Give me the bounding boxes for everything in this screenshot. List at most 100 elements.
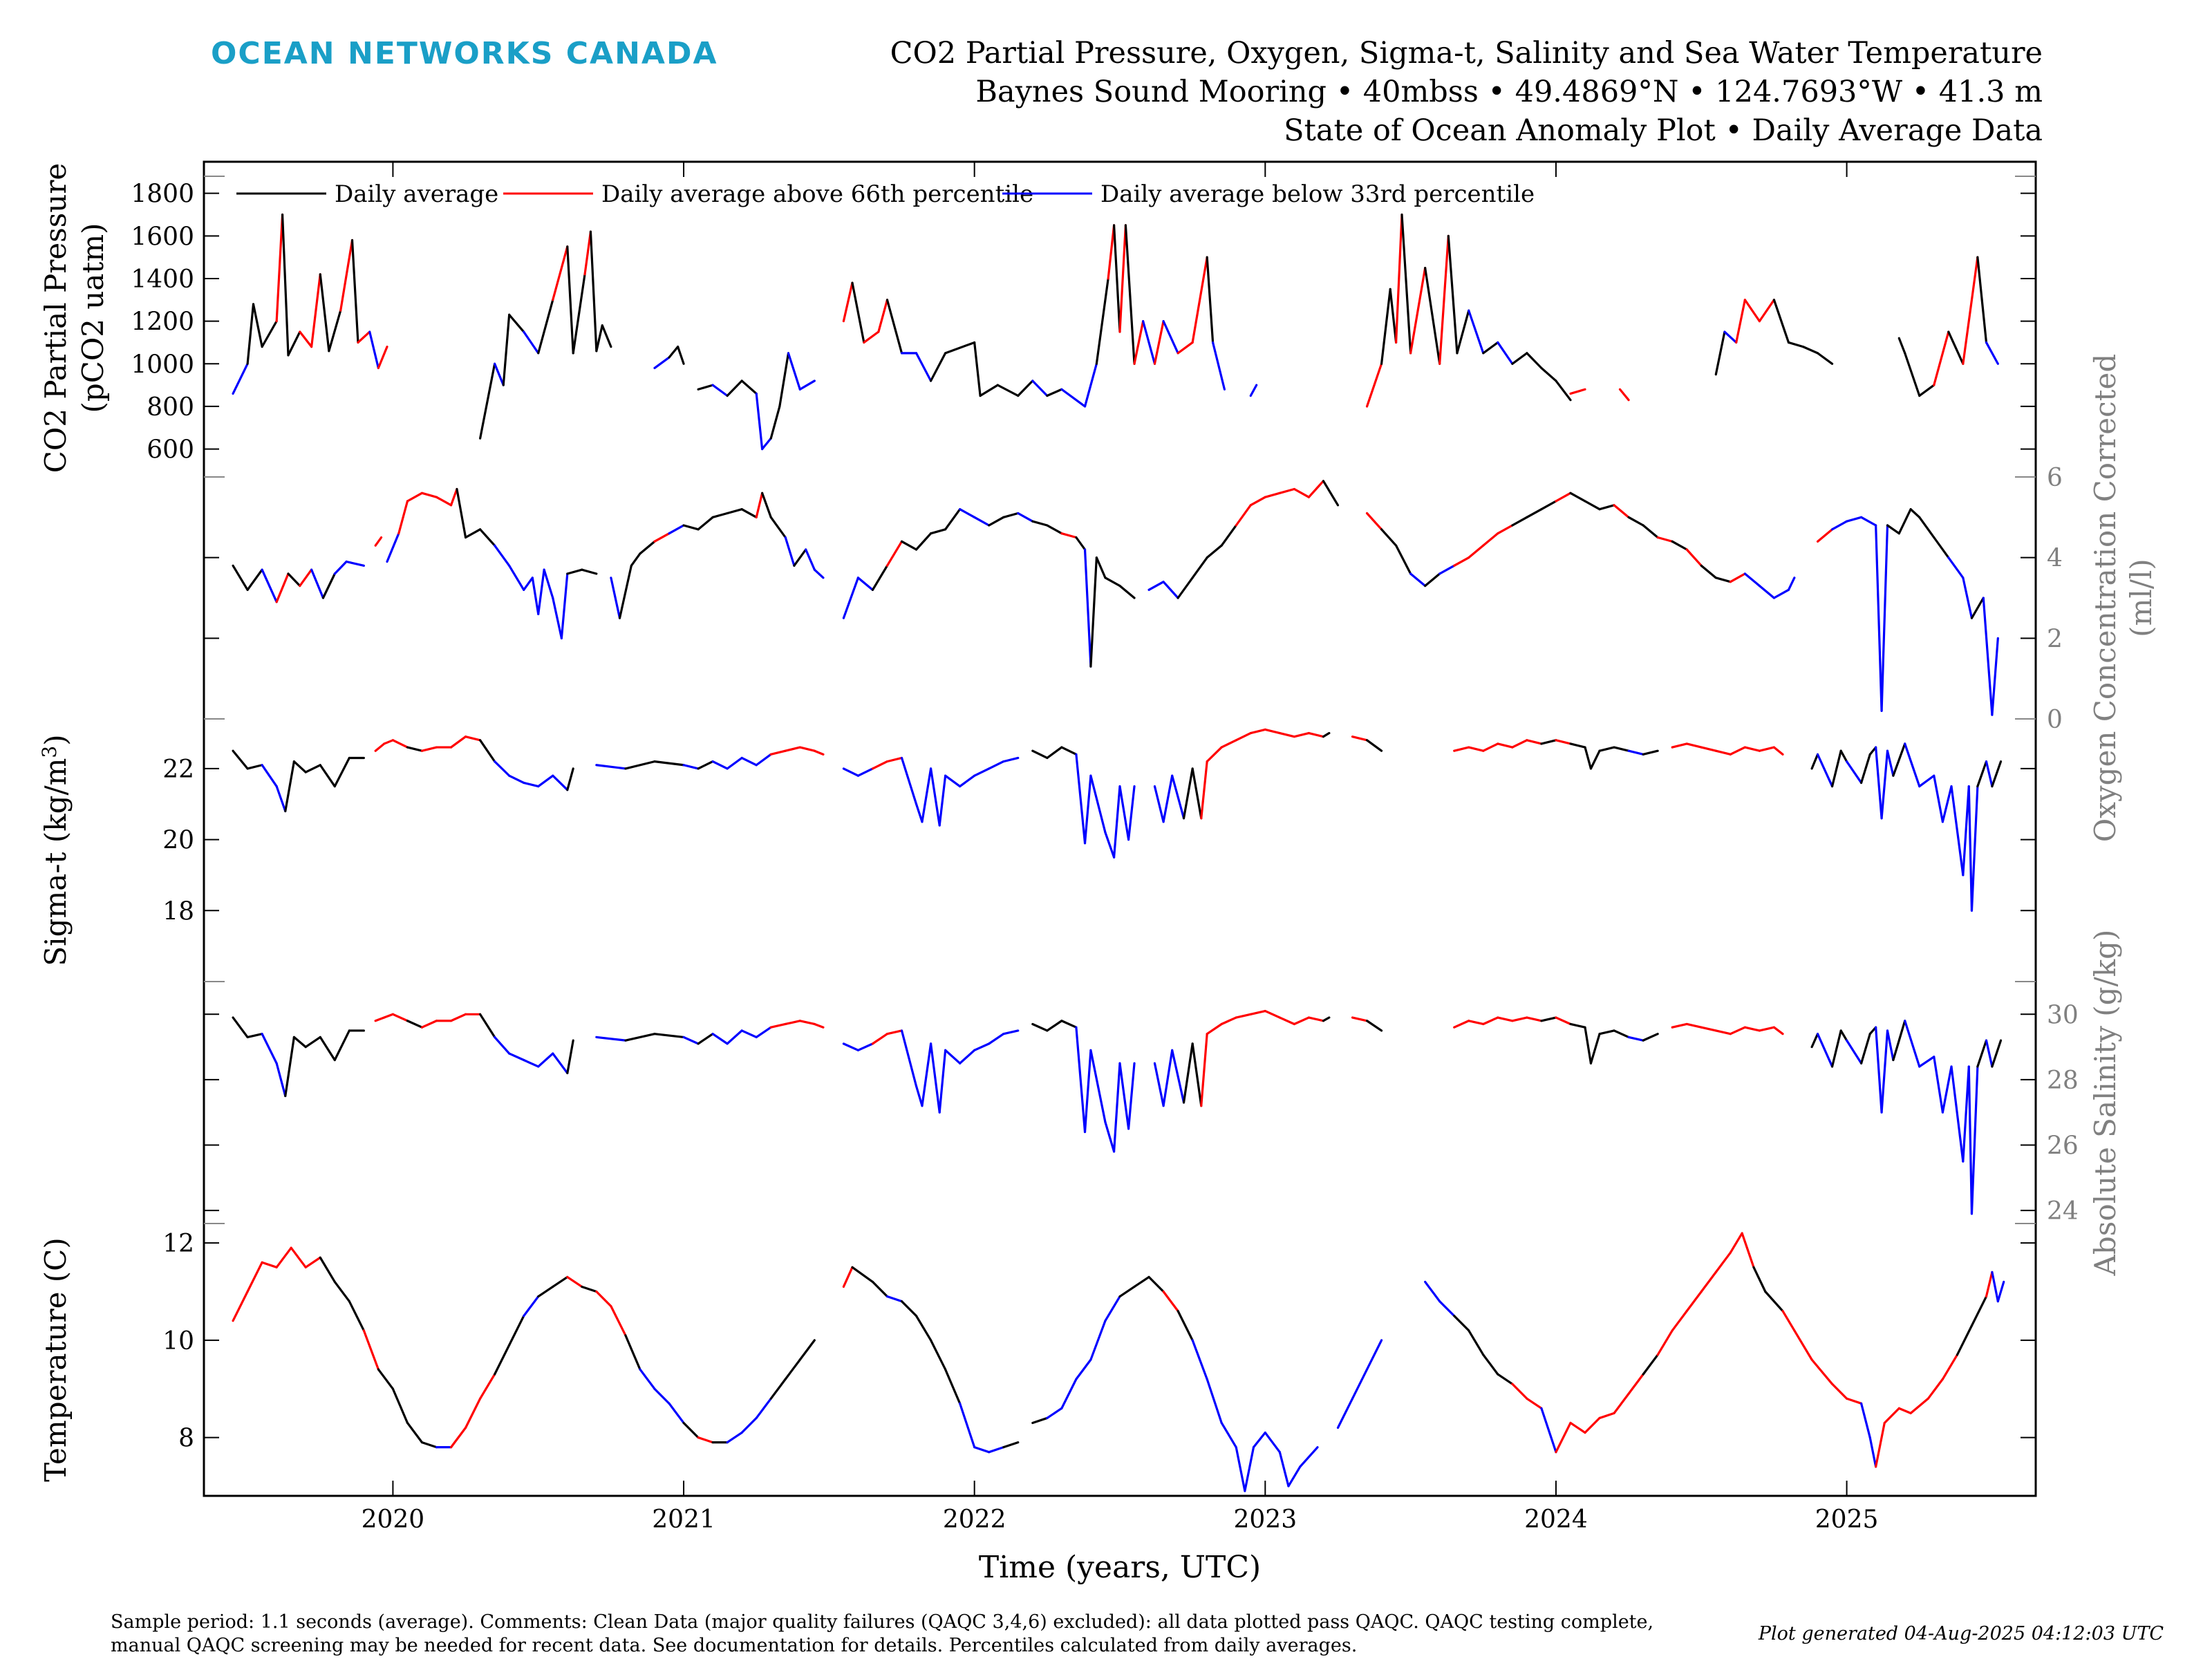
data-segment <box>1307 1016 1325 1022</box>
data-segment <box>374 536 383 547</box>
data-segment <box>1743 1026 1761 1032</box>
data-segment <box>357 330 371 344</box>
data-segment <box>595 1290 612 1308</box>
data-segment <box>1555 379 1572 402</box>
data-segment <box>1400 213 1412 355</box>
data-segment <box>1089 1049 1107 1123</box>
data-segment <box>1060 388 1087 408</box>
data-segment <box>1075 1358 1092 1380</box>
data-segment <box>537 299 554 355</box>
data-segment <box>1801 346 1819 355</box>
data-segment <box>1235 1013 1252 1019</box>
data-segment <box>900 540 918 551</box>
data-segment <box>1816 528 1834 543</box>
data-segment <box>1598 1029 1615 1035</box>
data-segment <box>406 491 424 503</box>
data-segment <box>1060 1020 1078 1029</box>
data-segment <box>1970 1295 1988 1327</box>
data-segment <box>1918 384 1936 397</box>
data-segment <box>508 1052 525 1062</box>
data-segment <box>374 742 386 752</box>
data-segment <box>321 572 336 599</box>
data-segment <box>1104 577 1121 588</box>
data-segment <box>1540 500 1557 511</box>
data-segment <box>1892 1020 1906 1062</box>
data-segment <box>494 1344 511 1376</box>
footer-comment-line: Sample period: 1.1 seconds (average). Co… <box>111 1611 1654 1633</box>
data-segment <box>523 330 540 355</box>
data-segment <box>333 1029 350 1062</box>
data-segment <box>813 568 825 579</box>
data-segment <box>290 1246 307 1268</box>
y-tick-label-salinity: 28 <box>2047 1067 2079 1095</box>
data-segment <box>1453 556 1470 567</box>
data-segment <box>1307 480 1325 498</box>
y-tick-label-co2: 1800 <box>131 180 194 209</box>
data-segment <box>348 1300 365 1332</box>
data-segment <box>1453 746 1470 752</box>
data-segment <box>1976 256 1988 344</box>
data-segment <box>583 230 592 276</box>
data-segment <box>973 1042 991 1051</box>
y-tick-label-co2: 1000 <box>131 350 194 379</box>
data-segment <box>697 384 714 391</box>
data-segment <box>479 362 496 440</box>
data-segment <box>1127 1062 1136 1130</box>
data-segment <box>1982 597 1994 716</box>
data-segment <box>1060 1378 1078 1409</box>
data-segment <box>1985 1271 1994 1298</box>
data-segment <box>973 341 982 397</box>
data-segment <box>915 1315 932 1342</box>
data-segment <box>988 1446 1005 1454</box>
data-segment <box>1970 1065 1979 1215</box>
data-segment <box>479 1373 496 1400</box>
data-segment <box>726 1029 743 1045</box>
data-segment <box>1904 352 1921 397</box>
data-segment <box>1124 224 1136 365</box>
data-segment <box>449 487 458 507</box>
data-segment <box>1365 512 1383 531</box>
data-segment <box>1540 739 1557 745</box>
data-segment <box>1293 487 1311 498</box>
data-segment <box>386 532 400 563</box>
data-segment <box>1133 320 1145 365</box>
data-segment <box>345 560 365 567</box>
data-segment <box>877 299 889 333</box>
data-segment <box>921 1042 932 1107</box>
data-segment <box>798 379 816 391</box>
data-segment <box>261 320 278 348</box>
data-segment <box>581 568 598 575</box>
data-segment <box>1991 1271 1999 1303</box>
data-segment <box>391 739 409 749</box>
data-segment <box>537 568 545 615</box>
data-segment <box>1967 785 1974 912</box>
data-segment <box>1107 224 1116 280</box>
data-segment <box>1511 739 1528 749</box>
data-segment <box>1764 1290 1784 1313</box>
data-segment <box>1453 1315 1470 1332</box>
data-segment <box>232 564 249 591</box>
data-segment <box>1743 746 1761 752</box>
axes-layer: 600 800 1000 1200 1400 1600 1800 CO2 Partial Pr… <box>38 162 2158 1534</box>
data-segment <box>1860 516 1877 527</box>
data-segment <box>1395 213 1403 344</box>
data-segment <box>755 491 764 518</box>
data-segment <box>1976 1039 1988 1068</box>
data-segment <box>1743 572 1761 588</box>
legend-label: Daily average <box>335 180 498 208</box>
data-segment <box>1365 362 1383 408</box>
x-tick-label: 2021 <box>652 1506 715 1534</box>
data-segment <box>601 324 612 348</box>
data-segment <box>339 238 354 312</box>
data-segment <box>275 213 284 323</box>
data-segment <box>1627 1373 1644 1395</box>
data-segment <box>1758 299 1776 323</box>
data-segment <box>275 1062 287 1098</box>
data-segment <box>479 1013 496 1039</box>
data-segment <box>543 568 554 599</box>
data-segment <box>769 516 787 539</box>
data-segment <box>1095 556 1107 579</box>
data-segment <box>1278 1451 1290 1488</box>
data-segment <box>740 1029 758 1039</box>
data-segment <box>1497 524 1514 535</box>
